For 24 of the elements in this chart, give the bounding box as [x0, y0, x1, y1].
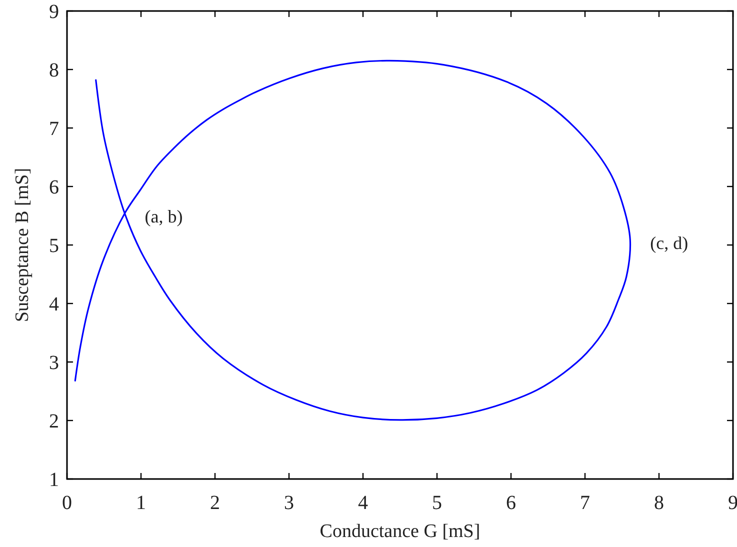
x-tick-label: 7: [580, 492, 590, 514]
x-axis-title: Conductance G [mS]: [320, 521, 480, 542]
x-tick-label: 8: [654, 492, 664, 514]
x-tick-label: 0: [62, 492, 72, 514]
y-tick-label: 3: [49, 352, 59, 374]
y-tick-label: 1: [49, 469, 59, 491]
y-tick-label: 7: [49, 118, 59, 140]
x-tick-label: 4: [358, 492, 368, 514]
annotation: (a, b): [144, 206, 183, 227]
line-series: [74, 60, 631, 421]
annotation: (c, d): [650, 233, 688, 254]
x-tick-label: 3: [284, 492, 294, 514]
y-axis-title: Susceptance B [mS]: [12, 168, 33, 322]
x-tick-label: 5: [432, 492, 442, 514]
y-tick-label: 8: [49, 60, 59, 82]
x-tick-label: 9: [728, 492, 737, 514]
y-tick-label: 9: [49, 1, 59, 23]
y-tick-label: 6: [49, 176, 59, 198]
y-tick-label: 2: [49, 410, 59, 432]
y-tick-label: 4: [49, 294, 59, 316]
x-tick-label: 6: [506, 492, 516, 514]
x-tick-label: 2: [210, 492, 220, 514]
x-tick-label: 1: [136, 492, 146, 514]
y-tick-label: 5: [49, 235, 59, 257]
